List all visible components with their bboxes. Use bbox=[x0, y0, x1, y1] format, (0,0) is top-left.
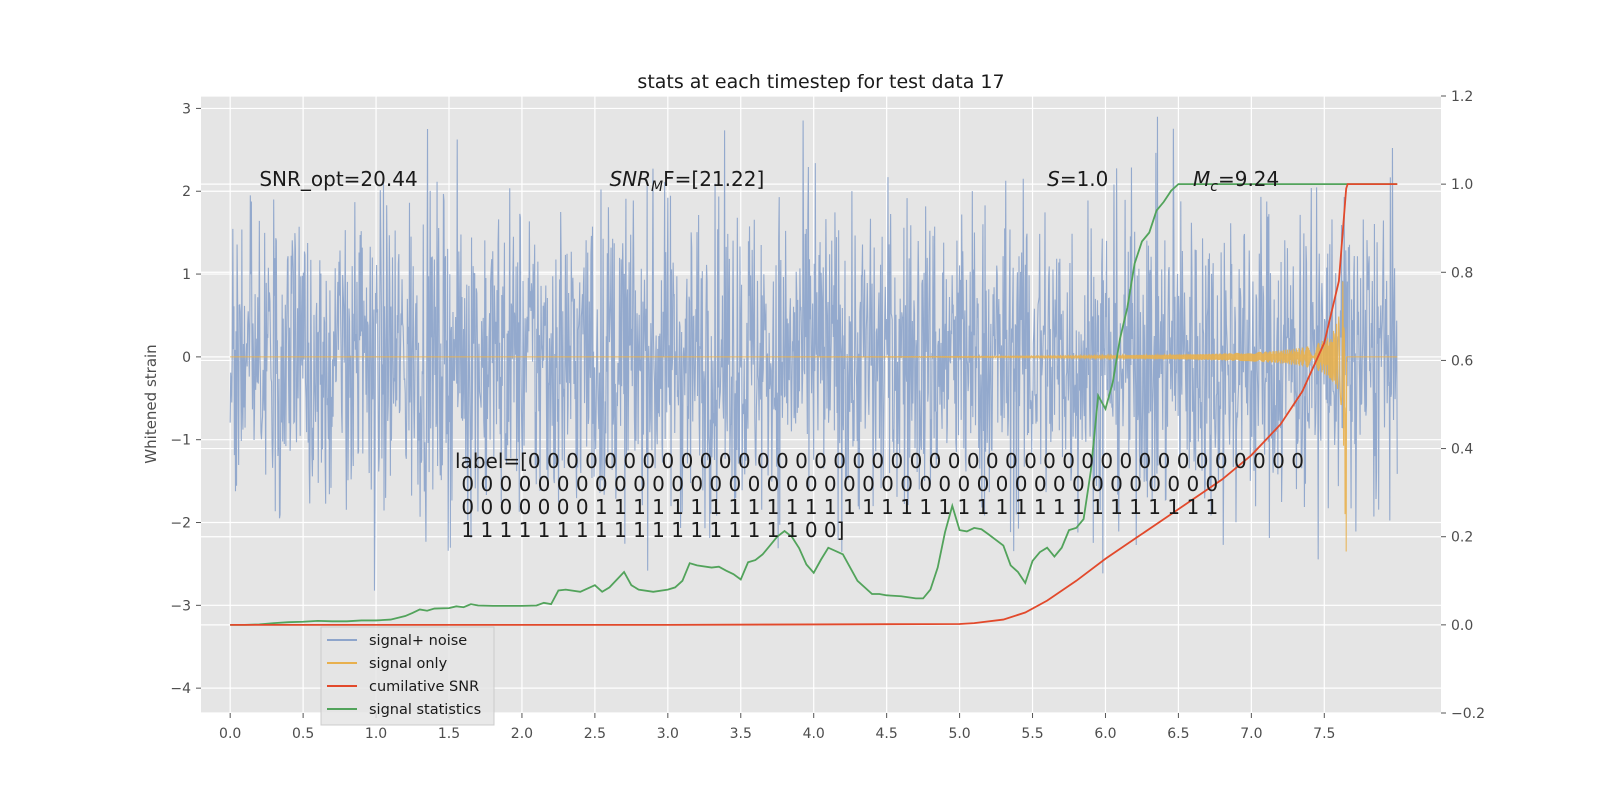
x-tick-label: 2.0 bbox=[511, 726, 533, 742]
x-tick-label: 1.5 bbox=[438, 726, 460, 742]
label-line-3: 1 1 1 1 1 1 1 1 1 1 1 1 1 1 1 1 1 1 0 0] bbox=[455, 518, 844, 542]
annotation-1: SNRMF=[21.22] bbox=[609, 167, 764, 195]
x-tick-label: 4.5 bbox=[876, 726, 898, 742]
x-tick-label: 4.0 bbox=[803, 726, 825, 742]
statistics-series bbox=[230, 183, 1398, 626]
y2-tick-label: 0.8 bbox=[1451, 265, 1473, 281]
y-tick-label: 2 bbox=[182, 184, 191, 200]
legend-label: signal statistics bbox=[369, 702, 481, 718]
x-tick-label: 3.0 bbox=[657, 726, 679, 742]
y2-tick-label: 1.0 bbox=[1451, 177, 1473, 193]
y2-tick-label: 0.6 bbox=[1451, 353, 1473, 369]
annotation-0: SNR_opt=20.44 bbox=[259, 167, 417, 191]
y-tick-label: −4 bbox=[170, 681, 191, 697]
y2-tick-label: −0.2 bbox=[1451, 706, 1485, 722]
signal-only-line bbox=[230, 281, 1398, 552]
y-tick-label: −1 bbox=[170, 433, 191, 449]
legend-label: cumilative SNR bbox=[369, 679, 479, 695]
y-tick-label: −3 bbox=[170, 598, 191, 614]
cumulative-snr-line bbox=[230, 183, 1398, 626]
x-tick-label: 6.5 bbox=[1167, 726, 1189, 742]
legend-label: signal+ noise bbox=[369, 633, 467, 649]
signal-plus-noise-line bbox=[229, 116, 1398, 591]
label-line-1: 0 0 0 0 0 0 0 0 0 0 0 0 0 0 0 0 0 0 0 0 … bbox=[455, 472, 1218, 496]
y-axis-label: Whitened strain bbox=[142, 344, 160, 463]
label-line-2: 0 0 0 0 0 0 0 1 1 1 1 1 1 1 1 1 1 1 1 1 … bbox=[455, 495, 1218, 519]
signal-only-series bbox=[230, 281, 1398, 552]
signal-statistics-line bbox=[230, 183, 1398, 626]
x-tick-label: 0.5 bbox=[292, 726, 314, 742]
x-tick-label: 7.5 bbox=[1313, 726, 1335, 742]
x-tick-label: 3.5 bbox=[730, 726, 752, 742]
y2-tick-label: 0.2 bbox=[1451, 530, 1473, 546]
axes: 0.0 0.5 1.0 1.5 2.0 2.5 3.0 3.5 4.0 4.5 5.0 5.5 6.0 6… bbox=[170, 89, 1485, 742]
annotation-2: S=1.0 bbox=[1047, 167, 1108, 191]
y2-tick-label: 0.4 bbox=[1451, 442, 1473, 458]
x-tick-label: 1.0 bbox=[365, 726, 387, 742]
signal-plus-noise-series bbox=[229, 116, 1398, 591]
x-tick-label: 0.0 bbox=[219, 726, 241, 742]
x-tick-label: 2.5 bbox=[584, 726, 606, 742]
chart-title: stats at each timestep for test data 17 bbox=[637, 71, 1004, 93]
legend: signal+ noise signal only cumilative SNR si… bbox=[320, 626, 495, 726]
label-annotation: label=[0 0 0 0 0 0 0 0 0 0 0 0 0 0 0 0 0… bbox=[455, 449, 1304, 542]
y-tick-label: 3 bbox=[182, 101, 191, 117]
y-tick-label: −2 bbox=[170, 516, 191, 532]
annotations: SNR_opt=20.44 SNRMF=[21.22] S=1.0 Mc=9.24 bbox=[259, 167, 1279, 195]
y-tick-label: 1 bbox=[182, 267, 191, 283]
y2-tick-label: 0.0 bbox=[1451, 618, 1473, 634]
x-tick-label: 6.0 bbox=[1094, 726, 1116, 742]
y-tick-label: 0 bbox=[182, 350, 191, 366]
x-tick-label: 7.0 bbox=[1240, 726, 1262, 742]
x-tick-label: 5.0 bbox=[948, 726, 970, 742]
label-line-0: label=[0 0 0 0 0 0 0 0 0 0 0 0 0 0 0 0 0… bbox=[455, 449, 1304, 473]
legend-label: signal only bbox=[369, 656, 448, 672]
x-tick-label: 5.5 bbox=[1021, 726, 1043, 742]
y2-tick-label: 1.2 bbox=[1451, 89, 1473, 105]
plot-background bbox=[201, 96, 1441, 713]
annotation-3: Mc=9.24 bbox=[1193, 167, 1279, 195]
